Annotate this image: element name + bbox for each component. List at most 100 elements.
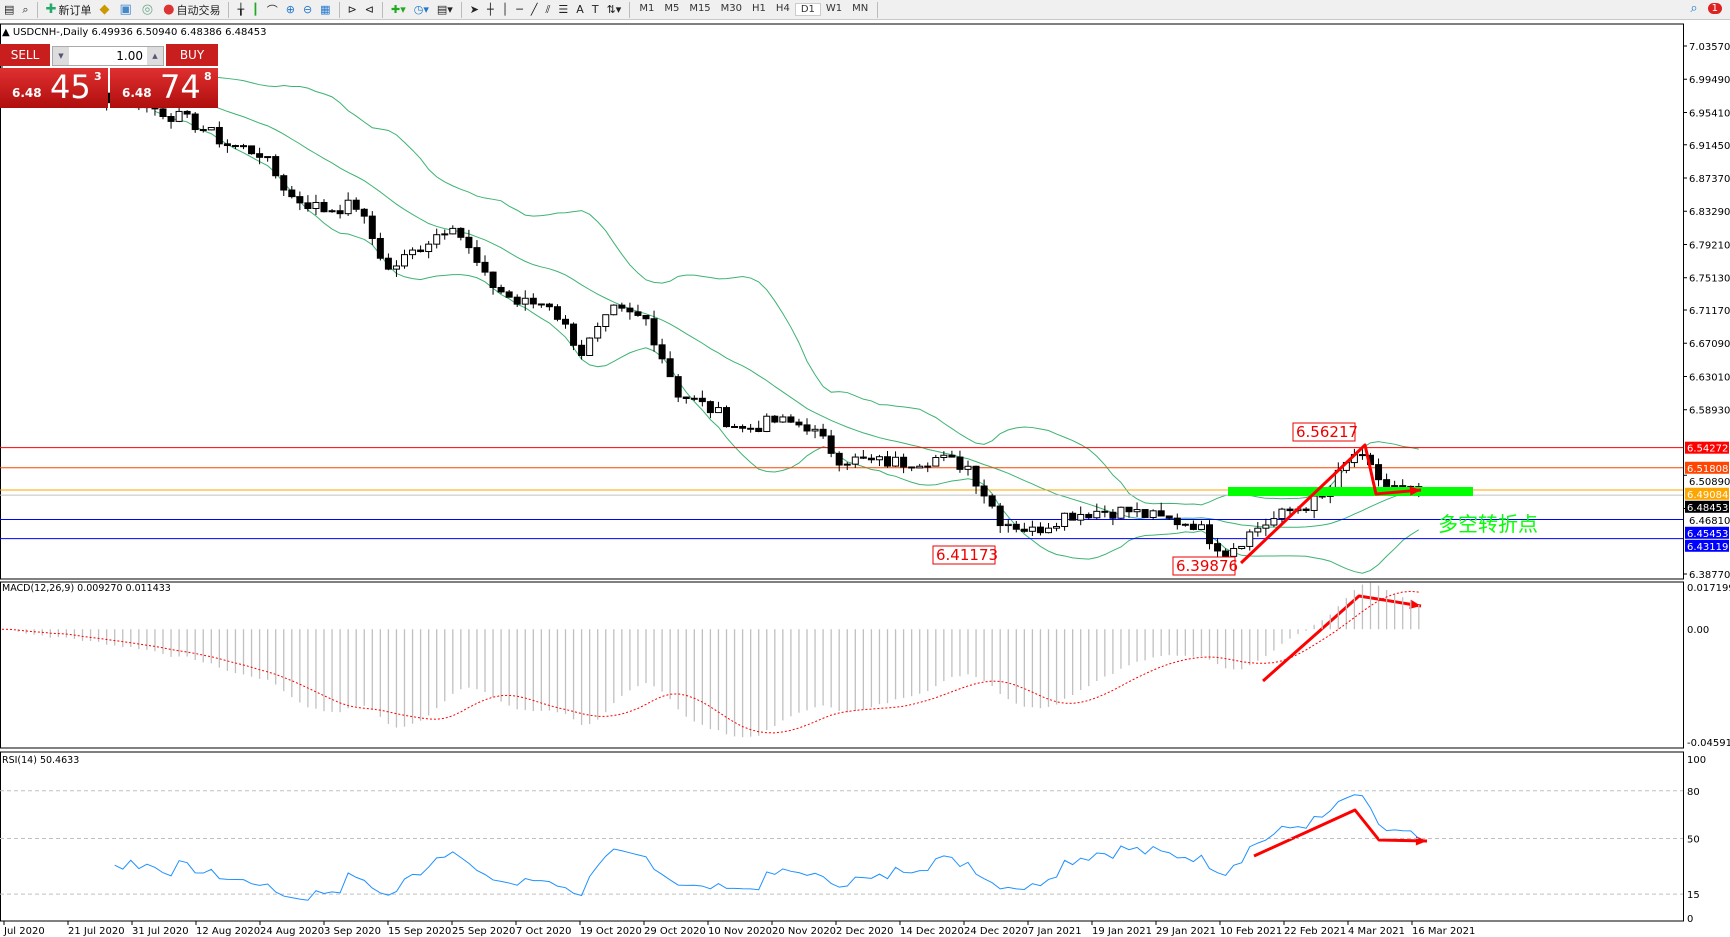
sell-button[interactable]: SELL (0, 44, 50, 66)
candle-body (344, 199, 352, 215)
candle-body (884, 456, 891, 467)
candle-body (537, 303, 545, 306)
periods-button[interactable]: ◷▾ (413, 3, 429, 16)
chart-canvas[interactable]: 7.03570 6.99490 6.95410 6.91450 6.87370 6.832… (0, 23, 1730, 937)
candle-body (562, 318, 569, 325)
candle-body (1254, 527, 1262, 533)
candle-body (932, 457, 940, 467)
candle-body (851, 456, 859, 465)
text-tool[interactable]: A (576, 3, 584, 16)
candle-body (586, 337, 594, 356)
timeframe-h4[interactable]: H4 (775, 3, 790, 14)
notification-badge[interactable]: 1 (1707, 3, 1722, 14)
rsi-axis-label: 15 (1687, 890, 1700, 901)
line-chart-button[interactable]: ⌒ (266, 3, 278, 17)
auto-trading-label: 自动交易 (176, 3, 221, 17)
date-axis-label: 4 Mar 2021 (1348, 926, 1405, 937)
date-axis-label: 24 Dec 2020 (964, 926, 1028, 937)
rsi-arrow (1253, 808, 1428, 858)
date-axis-label: 12 Aug 2020 (196, 926, 260, 937)
trendline-tool[interactable]: ╱ (530, 3, 538, 16)
symbol-ohlc: USDCNH-,Daily 6.49936 6.50940 6.48386 6.… (12, 27, 267, 38)
candle-body (706, 401, 714, 414)
candle-chart-button[interactable]: ┃ (252, 3, 259, 16)
macd-arrow (1262, 594, 1422, 683)
candle-body (417, 249, 425, 253)
macd-axis-label: 0.00 (1687, 625, 1709, 636)
candle-body (505, 291, 513, 298)
price-tag: 6.43119 (1687, 542, 1728, 553)
one-click-trading-panel: SELL ▼ 1.00 ▲ BUY 6.48 45 3 6.48 74 8 (0, 44, 218, 108)
buy-price[interactable]: 6.48 74 8 (110, 68, 218, 108)
crosshair-tool[interactable]: ┼ (487, 3, 494, 16)
chart-window[interactable]: 7.03570 6.99490 6.95410 6.91450 6.87370 6.832… (0, 23, 1730, 937)
new-chart-button[interactable]: ▤ (4, 3, 15, 16)
lot-value[interactable]: 1.00 (116, 49, 143, 63)
sell-price-big: 45 (50, 68, 91, 106)
candle-body (1318, 495, 1326, 498)
horizontal-line-tool[interactable]: ─ (516, 3, 523, 16)
timeframe-h1[interactable]: H1 (752, 3, 766, 14)
candle-body (690, 397, 698, 400)
zoom-out-button[interactable]: ⊖ (302, 3, 313, 16)
price-tag: 6.49084 (1687, 490, 1728, 501)
cursor-tool[interactable]: ➤ (469, 3, 480, 16)
rsi-line (114, 794, 1420, 901)
arrows-tool[interactable]: ⇅▾ (606, 3, 622, 16)
sell-price[interactable]: 6.48 45 3 (0, 68, 108, 108)
candle-body (489, 271, 497, 288)
lot-decrease-button[interactable]: ▼ (53, 47, 69, 65)
label-tool[interactable]: T (591, 3, 599, 16)
price-axis-label: 6.38770 (1689, 570, 1730, 581)
macd-axis-label: 0.017199 (1687, 583, 1730, 594)
templates-button[interactable]: ▤▾ (436, 3, 453, 16)
candle-body (980, 485, 988, 497)
bar-chart-button[interactable]: ╁ (237, 3, 245, 16)
candle-body (1036, 526, 1044, 534)
timeframe-m1[interactable]: M1 (639, 3, 655, 14)
search-icon[interactable]: ⌕ (1690, 1, 1698, 16)
tile-windows-button[interactable]: ▦ (320, 3, 331, 16)
channel-tool[interactable]: ⫽ (545, 2, 551, 16)
candle-body (594, 325, 602, 339)
new-order-button[interactable]: ✚ 新订单 (42, 1, 96, 19)
timeframe-w1[interactable]: W1 (825, 3, 843, 14)
candle-body (1141, 509, 1149, 518)
indicators-button[interactable]: ✚▾ (391, 3, 406, 16)
timeframe-m30[interactable]: M30 (720, 3, 743, 14)
vertical-line-tool[interactable]: │ (501, 3, 509, 16)
timeframe-m15[interactable]: M15 (689, 3, 711, 14)
price-tag-bg (1685, 487, 1729, 500)
zoom-in-button[interactable]: ⊕ (285, 3, 295, 16)
divider (338, 1, 340, 18)
candle-body (626, 307, 634, 313)
date-axis-label: 29 Jan 2021 (1156, 926, 1216, 937)
buy-price-prefix: 6.48 (122, 86, 152, 100)
date-axis-label: 10 Feb 2021 (1220, 926, 1282, 937)
chart-shift-button[interactable]: ⊲ (364, 3, 374, 16)
date-axis-label: 19 Oct 2020 (580, 926, 642, 937)
history-button[interactable]: ◆ (95, 1, 115, 19)
radio-button[interactable]: ◎ (138, 1, 159, 19)
timeframe-m5[interactable]: M5 (664, 3, 680, 14)
candle-body (481, 261, 489, 273)
auto-trading-button[interactable]: ● 自动交易 (159, 1, 224, 19)
right-icons: ⌕ 1 (1690, 1, 1722, 16)
candle-body (256, 153, 264, 158)
candle-body (835, 452, 843, 466)
timeframe-d1[interactable]: D1 (794, 3, 821, 16)
macd-frame (0, 581, 1684, 749)
divider (228, 1, 230, 18)
candle-body (650, 318, 658, 346)
date-axis-label: 25 Sep 2020 (452, 926, 515, 937)
lot-size-input[interactable]: ▼ 1.00 ▲ (52, 46, 164, 66)
signals-button[interactable]: ▣ (115, 1, 137, 19)
zoom-window-button[interactable]: ⌕ (22, 2, 29, 16)
buy-button[interactable]: BUY (166, 44, 218, 66)
lot-increase-button[interactable]: ▲ (147, 47, 163, 65)
timeframe-mn[interactable]: MN (852, 3, 869, 14)
rsi-axis-label: 100 (1687, 755, 1706, 766)
auto-scroll-button[interactable]: ⊳ (347, 3, 357, 16)
fibonacci-tool[interactable]: ☰ (558, 3, 569, 16)
history-icon: ◆ (99, 2, 110, 17)
